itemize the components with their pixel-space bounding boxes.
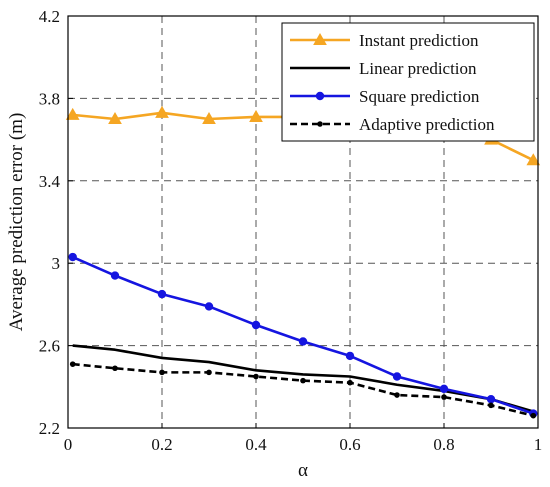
data-point [253,373,259,380]
legend-marker [317,121,323,127]
data-point [157,289,167,299]
data-point [488,402,494,409]
data-point [69,361,76,367]
y-tick-label: 3 [52,254,61,273]
data-point [394,392,400,398]
data-point [526,153,541,166]
data-point [347,379,353,386]
series-layer [65,105,541,419]
data-point [202,111,216,124]
series-3 [69,361,537,419]
data-point [298,337,308,346]
legend-marker [313,32,327,45]
data-point [300,377,306,384]
data-point [155,105,169,118]
data-point [65,107,80,120]
data-point [345,351,355,361]
data-point [112,365,118,372]
legend-marker [315,91,325,101]
data-point [251,320,261,330]
x-tick-label: 0.4 [245,435,267,454]
data-point [206,369,212,376]
y-tick-label: 3.4 [39,172,61,191]
x-tick-label: 1 [534,435,543,454]
x-tick-label: 0.8 [433,435,454,454]
y-tick-label: 4.2 [39,7,60,26]
data-point [159,369,165,376]
data-point [392,372,402,381]
legend-label: Linear prediction [359,59,477,78]
series-line [72,255,534,415]
data-point [249,109,263,122]
x-tick-label: 0.2 [151,435,172,454]
series-line [72,362,534,417]
series-2 [68,252,538,418]
data-point [204,302,214,311]
data-point [530,412,537,419]
tick-labels: 0 0.2 0.4 0.6 0.8 1 2.2 2.6 3 3.4 3.8 4.2 [39,7,543,454]
x-tick-label: 0 [64,435,73,454]
plot-frame [67,15,539,429]
series-line [72,344,534,413]
series-1 [72,344,534,413]
x-tick-label: 0.6 [339,435,360,454]
y-tick-label: 2.6 [39,337,60,356]
legend-entry: Instant prediction [290,31,479,50]
legend-entry: Square prediction [290,87,480,106]
data-point [439,384,449,394]
legend-entry: Adaptive prediction [290,115,495,134]
legend-label: Instant prediction [359,31,479,50]
y-tick-label: 2.2 [39,419,60,438]
y-tick-label: 3.8 [39,89,60,108]
legend-label: Adaptive prediction [359,115,495,134]
data-point [110,271,120,280]
x-axis-label: α [298,460,308,481]
data-point [441,394,447,400]
legend-entry: Linear prediction [290,59,477,78]
data-point [486,394,496,404]
y-axis-label: Average prediction error (m) [6,113,27,332]
legend-label: Square prediction [359,87,480,106]
data-point [68,252,77,262]
data-point [108,111,122,124]
legend: Instant prediction Linear prediction Squar… [281,22,535,142]
